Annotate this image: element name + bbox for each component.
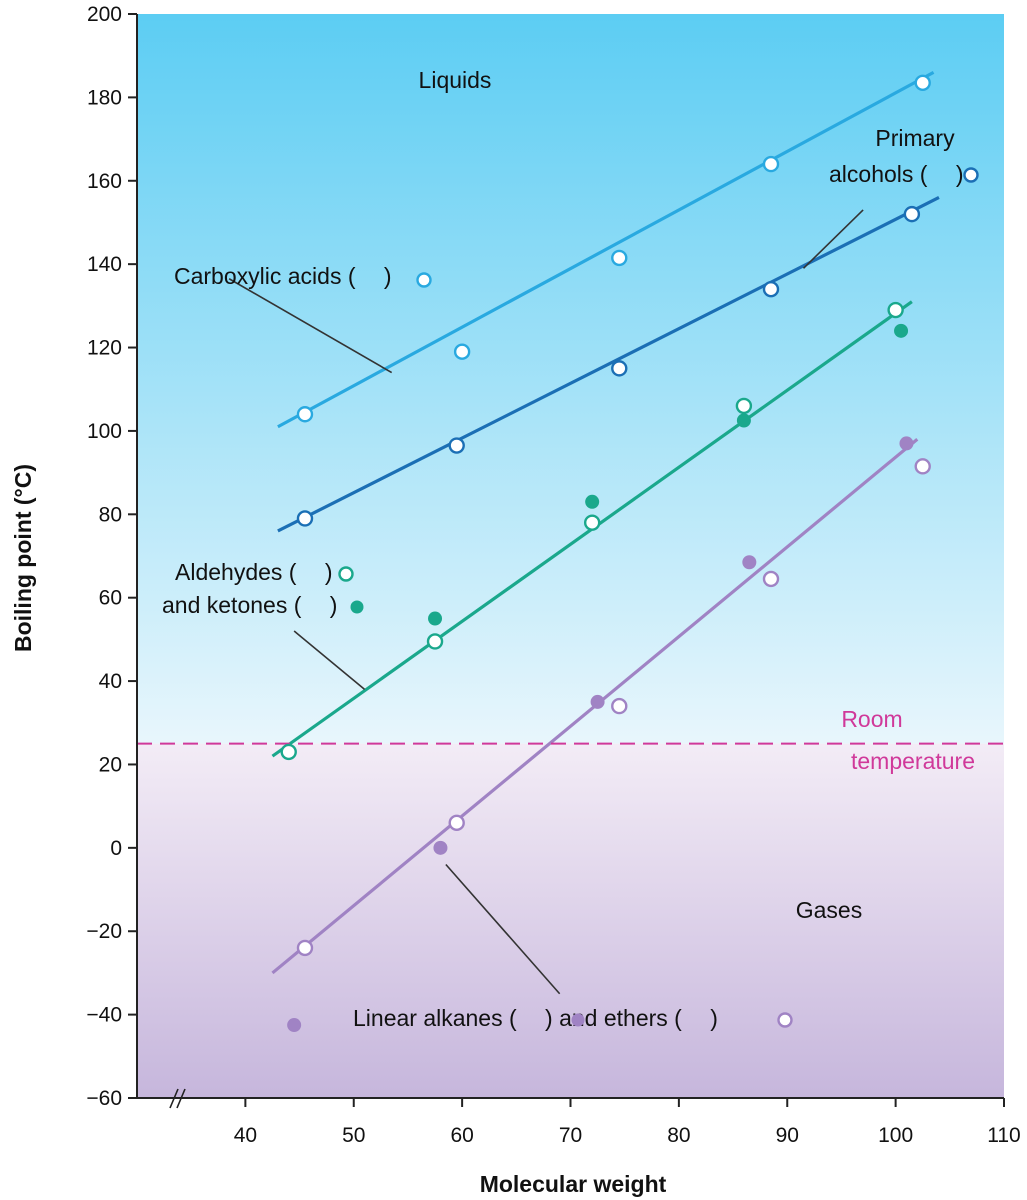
svg-text:and ketones ( ): and ketones ( ) <box>162 592 337 618</box>
data-point-ethers <box>296 939 314 957</box>
region-label-liquids: Liquids <box>419 67 492 93</box>
svg-text:alcohols ( ): alcohols ( ) <box>829 161 964 187</box>
data-point-aldehydes <box>280 743 297 761</box>
annotation-alcohols-close: ) <box>956 161 964 187</box>
room-temperature-label-line1: Room <box>841 706 902 732</box>
x-tick-label: 70 <box>559 1124 582 1147</box>
data-point-ethers <box>914 458 931 475</box>
data-point-alkanes <box>433 840 448 855</box>
annotation-aldehydes-ketones: Aldehydes ( ) and ketones ( ) <box>162 559 364 618</box>
data-point-carboxylic <box>914 74 931 91</box>
svg-text:Carboxylic acids ( ): Carboxylic acids ( ) <box>174 263 392 289</box>
data-point-ketones <box>585 494 600 509</box>
y-tick-label: −60 <box>86 1087 122 1110</box>
y-tick-label: 60 <box>99 587 122 610</box>
data-point-aldehydes <box>583 514 601 531</box>
data-point-ketones <box>894 323 909 338</box>
x-tick-label: 40 <box>234 1124 257 1147</box>
legend-marker-alkanes-filled <box>571 1013 585 1027</box>
leader-line-aldehydes <box>293 630 366 691</box>
data-point-aldehydes <box>887 301 904 319</box>
region-label-gases: Gases <box>796 897 862 923</box>
data-point-alcohols <box>448 437 465 454</box>
x-tick-label: 50 <box>342 1124 365 1147</box>
annotation-primary-alcohols: Primary alcohols ( ) <box>829 125 979 187</box>
data-point-carboxylic <box>611 249 628 267</box>
y-tick-label: 120 <box>87 337 122 360</box>
y-tick-label: 140 <box>87 253 122 276</box>
y-tick-label: 20 <box>99 753 122 776</box>
data-point-carboxylic <box>762 155 780 173</box>
y-axis-title: Boiling point (°C) <box>10 464 36 652</box>
data-point-alcohols <box>611 360 628 377</box>
annotation-alcohols-line2: alcohols ( <box>829 161 934 187</box>
annotation-ethers-text: ) and ethers ( <box>545 1005 688 1031</box>
fit-line-alcohols <box>277 196 940 533</box>
y-tick-label: 180 <box>87 86 122 109</box>
svg-text:Linear alkanes ( ) and ethers: Linear alkanes ( ) and ethers ( ) <box>353 1005 718 1031</box>
annotation-alcohols-line1: Primary <box>875 125 955 151</box>
data-point-alcohols <box>903 205 921 223</box>
x-tick-label: 110 <box>987 1124 1020 1147</box>
data-point-ethers <box>762 570 780 588</box>
y-tick-label: 80 <box>99 503 122 526</box>
data-point-alcohols <box>296 510 314 527</box>
x-axis-break <box>169 1088 186 1109</box>
y-tick-label: −20 <box>86 920 122 943</box>
data-point-alkanes <box>742 555 757 570</box>
gases-region-background <box>137 743 1004 1098</box>
annotation-carboxylic-acids: Carboxylic acids ( ) <box>174 263 432 289</box>
annotation-carboxylic-close: ) <box>384 263 392 289</box>
y-tick-label: 160 <box>87 170 122 193</box>
data-point-aldehydes <box>735 397 753 415</box>
leader-line-alkanes <box>445 863 561 995</box>
y-tick-label: 200 <box>87 3 122 26</box>
x-tick-label: 100 <box>878 1124 913 1147</box>
data-point-carboxylic <box>453 343 471 360</box>
liquids-region-background <box>137 14 1004 744</box>
annotation-ethers-close: ) <box>710 1005 718 1031</box>
data-point-alkanes <box>899 436 914 451</box>
annotation-alkanes-ethers: Linear alkanes ( ) and ethers ( ) <box>353 1005 793 1031</box>
data-point-alkanes <box>287 1018 302 1033</box>
annotation-alkanes-text: Linear alkanes ( <box>353 1005 523 1031</box>
data-point-ethers <box>611 697 628 715</box>
annotation-ketones-text: and ketones ( <box>162 592 308 618</box>
x-axis-title: Molecular weight <box>480 1171 667 1197</box>
data-point-ketones <box>736 413 751 428</box>
annotation-carboxylic-text: Carboxylic acids ( <box>174 263 362 289</box>
legend-marker-alcohols-open <box>963 167 979 183</box>
y-tick-label: −40 <box>86 1004 122 1027</box>
y-tick-label: 0 <box>110 837 122 860</box>
y-tick-label: 40 <box>99 670 122 693</box>
svg-text:Aldehydes ( ): Aldehydes ( ) <box>175 559 333 585</box>
annotation-aldehydes-close: ) <box>325 559 333 585</box>
annotation-aldehydes-text: Aldehydes ( <box>175 559 303 585</box>
legend-marker-ethers-open <box>777 1012 793 1028</box>
x-tick-label: 90 <box>776 1124 799 1147</box>
data-point-carboxylic <box>296 406 314 423</box>
leader-line-carboxylic <box>228 278 393 374</box>
room-temperature-label-line2: temperature <box>851 748 975 774</box>
legend-marker-aldehydes-open <box>338 566 354 582</box>
data-point-alkanes <box>590 694 605 709</box>
data-point-ketones <box>428 611 443 626</box>
data-point-alcohols <box>762 280 780 298</box>
y-tick-label: 100 <box>87 420 122 443</box>
annotation-ketones-close: ) <box>330 592 338 618</box>
room-temperature-label: Room temperature <box>841 706 975 774</box>
x-tick-label: 80 <box>667 1124 690 1147</box>
leader-line-alcohols <box>802 209 864 269</box>
legend-marker-ketones-filled <box>350 600 364 614</box>
data-point-aldehydes <box>426 633 444 650</box>
x-tick-label: 60 <box>450 1124 473 1147</box>
fit-line-carboxylic <box>277 70 935 429</box>
data-point-ethers <box>448 814 465 832</box>
legend-marker-carboxylic-open <box>416 272 432 288</box>
